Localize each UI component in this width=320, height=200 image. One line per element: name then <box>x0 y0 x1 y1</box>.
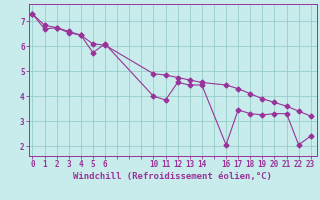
X-axis label: Windchill (Refroidissement éolien,°C): Windchill (Refroidissement éolien,°C) <box>73 172 272 181</box>
